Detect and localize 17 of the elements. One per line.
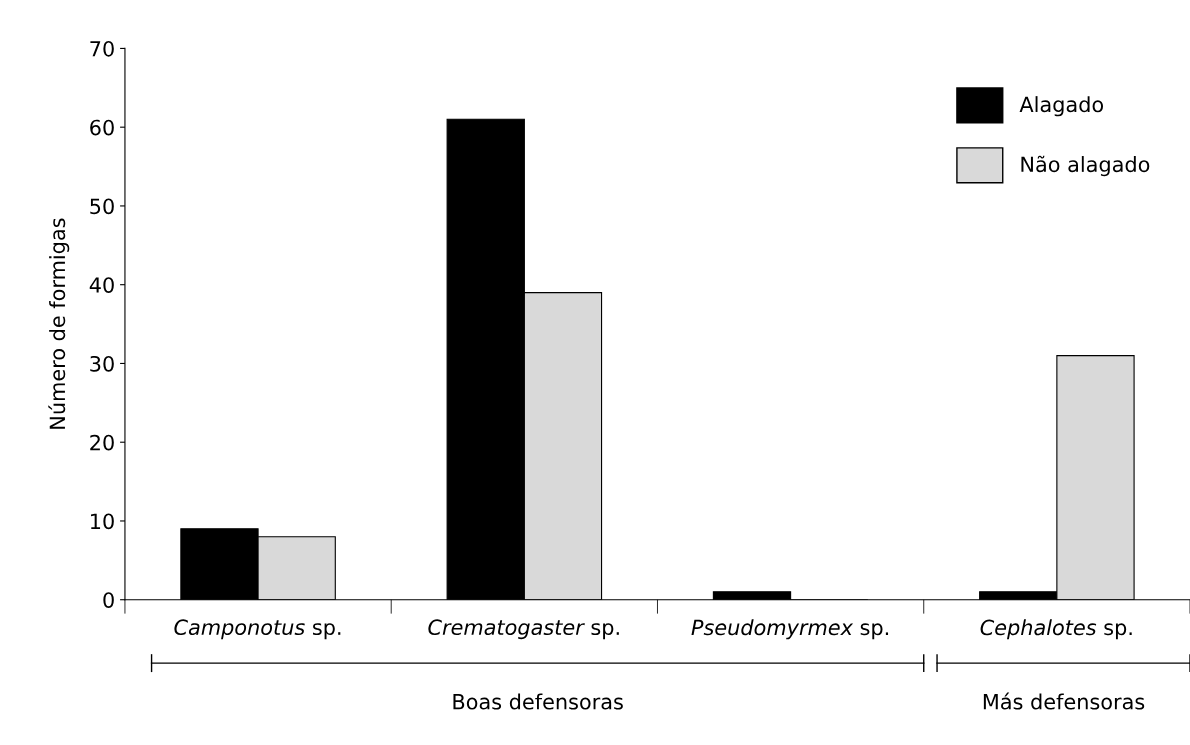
y-tick-label: 40 [89, 277, 114, 293]
text: Boas defensoras [453, 693, 623, 710]
y-axis-title: Número de formigas [48, 218, 70, 429]
y-tick-label: 30 [90, 355, 114, 372]
y-tick-label: 10 [91, 513, 114, 530]
x-tick-label: Crematogaster sp. [428, 619, 619, 640]
text: Más defensoras [983, 692, 1145, 710]
y-tick-label: 70 [90, 40, 114, 57]
x-tick-label: Pseudomyrmex sp. [691, 619, 889, 640]
legend-label: Alagado [1019, 96, 1104, 117]
x-tick-label: Camponotus sp. [174, 619, 341, 640]
y-tick-label: 50 [90, 198, 114, 215]
legend-label: Não alagado [1021, 155, 1150, 177]
y-tick-label: 60 [90, 119, 114, 136]
y-tick-label: 20 [90, 434, 114, 451]
y-tick-label: 0 [103, 592, 114, 608]
x-tick-label: Cephalotes sp. [980, 619, 1132, 640]
